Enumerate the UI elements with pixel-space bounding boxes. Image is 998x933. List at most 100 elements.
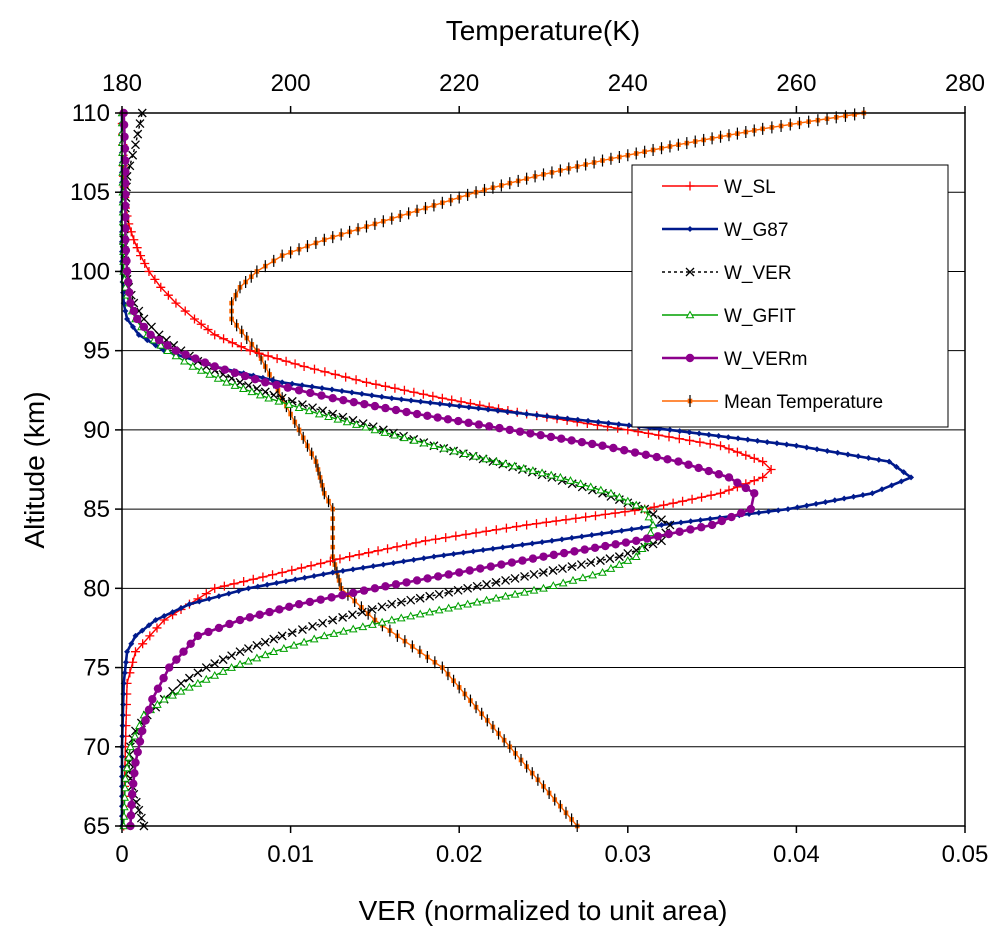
series-point xyxy=(674,457,683,466)
series-point xyxy=(348,624,358,633)
series-point xyxy=(215,593,222,600)
series-point xyxy=(220,365,230,374)
series-point xyxy=(456,397,466,407)
series-point xyxy=(461,529,471,539)
series-point xyxy=(694,463,703,473)
series-point xyxy=(121,224,130,233)
legend-label: W_SL xyxy=(724,177,776,198)
series-point xyxy=(568,534,575,541)
series-point xyxy=(566,476,575,484)
series-point xyxy=(528,554,538,563)
series-point xyxy=(287,565,297,575)
series-point xyxy=(456,403,463,410)
series-point xyxy=(482,579,492,589)
series-point xyxy=(454,416,463,426)
series-point xyxy=(304,406,314,415)
series-point xyxy=(744,436,751,443)
series-point xyxy=(588,570,598,579)
series-point xyxy=(235,377,245,387)
series-point xyxy=(201,674,211,683)
series-point xyxy=(235,587,242,594)
series-point xyxy=(406,595,416,605)
series-point xyxy=(121,669,128,676)
series-point xyxy=(605,420,612,427)
series-point xyxy=(121,178,130,188)
series-point xyxy=(664,529,673,539)
series-point xyxy=(609,443,618,453)
series-point xyxy=(491,577,501,587)
series-point xyxy=(824,448,831,455)
series-point xyxy=(255,390,265,399)
series-point xyxy=(474,420,484,429)
series-point xyxy=(123,277,133,287)
series-point xyxy=(272,354,282,364)
series-point xyxy=(145,622,152,629)
series-point xyxy=(120,792,130,801)
series-point xyxy=(705,439,715,449)
series-point xyxy=(290,359,300,369)
series-point xyxy=(695,437,705,447)
series-point xyxy=(130,647,140,657)
x-axis-title-top: Temperature(K) xyxy=(446,15,641,46)
series-point xyxy=(735,435,742,442)
series-point xyxy=(724,485,734,495)
series-point xyxy=(554,414,561,421)
series-point xyxy=(193,631,203,641)
series-point xyxy=(364,548,374,558)
series-point xyxy=(144,266,154,276)
series-point xyxy=(434,589,444,599)
series-point xyxy=(537,468,547,477)
legend-label: W_VERm xyxy=(724,349,807,370)
series-point xyxy=(218,655,228,665)
series-point xyxy=(145,631,155,641)
series-point xyxy=(299,362,309,372)
x-axis-title-bottom: VER (normalized to unit area) xyxy=(359,895,728,926)
series-point xyxy=(122,308,129,315)
series-point xyxy=(408,397,415,404)
series-point xyxy=(898,478,905,485)
series-point xyxy=(193,668,203,678)
series-point xyxy=(558,578,568,587)
series-point xyxy=(225,619,234,629)
series-point xyxy=(189,314,199,324)
series-point xyxy=(368,620,377,628)
series-point xyxy=(135,331,142,338)
series-point xyxy=(200,358,210,367)
series-point xyxy=(319,385,326,392)
series-point xyxy=(338,387,345,394)
series-point xyxy=(133,747,142,757)
series-point xyxy=(568,575,578,584)
series-point xyxy=(338,590,347,600)
series-point xyxy=(598,530,605,537)
series-point xyxy=(196,319,206,329)
series-point xyxy=(481,526,491,536)
series-point xyxy=(574,416,581,423)
legend-marker xyxy=(687,226,693,232)
series-point xyxy=(339,567,346,574)
series-point xyxy=(676,428,683,435)
series-point xyxy=(317,391,326,400)
series-point xyxy=(402,578,411,587)
series-point xyxy=(255,610,264,619)
series-point xyxy=(444,570,453,579)
series-point xyxy=(163,346,172,354)
series-point xyxy=(135,737,145,746)
series-point xyxy=(203,325,213,335)
series-point xyxy=(501,523,511,533)
series-point xyxy=(141,716,150,725)
series-point xyxy=(171,351,181,360)
series-point xyxy=(120,144,130,153)
series-point xyxy=(126,298,135,308)
series-point xyxy=(163,290,173,300)
series-point xyxy=(351,375,361,385)
series-point xyxy=(623,496,633,505)
series-point xyxy=(628,526,635,533)
series-point xyxy=(400,433,409,442)
series-point xyxy=(598,441,607,450)
series-point xyxy=(539,552,548,561)
series-point xyxy=(250,374,260,384)
series-point xyxy=(431,534,441,544)
series-point xyxy=(736,508,746,518)
series-point xyxy=(450,551,457,558)
series-point xyxy=(546,470,556,479)
